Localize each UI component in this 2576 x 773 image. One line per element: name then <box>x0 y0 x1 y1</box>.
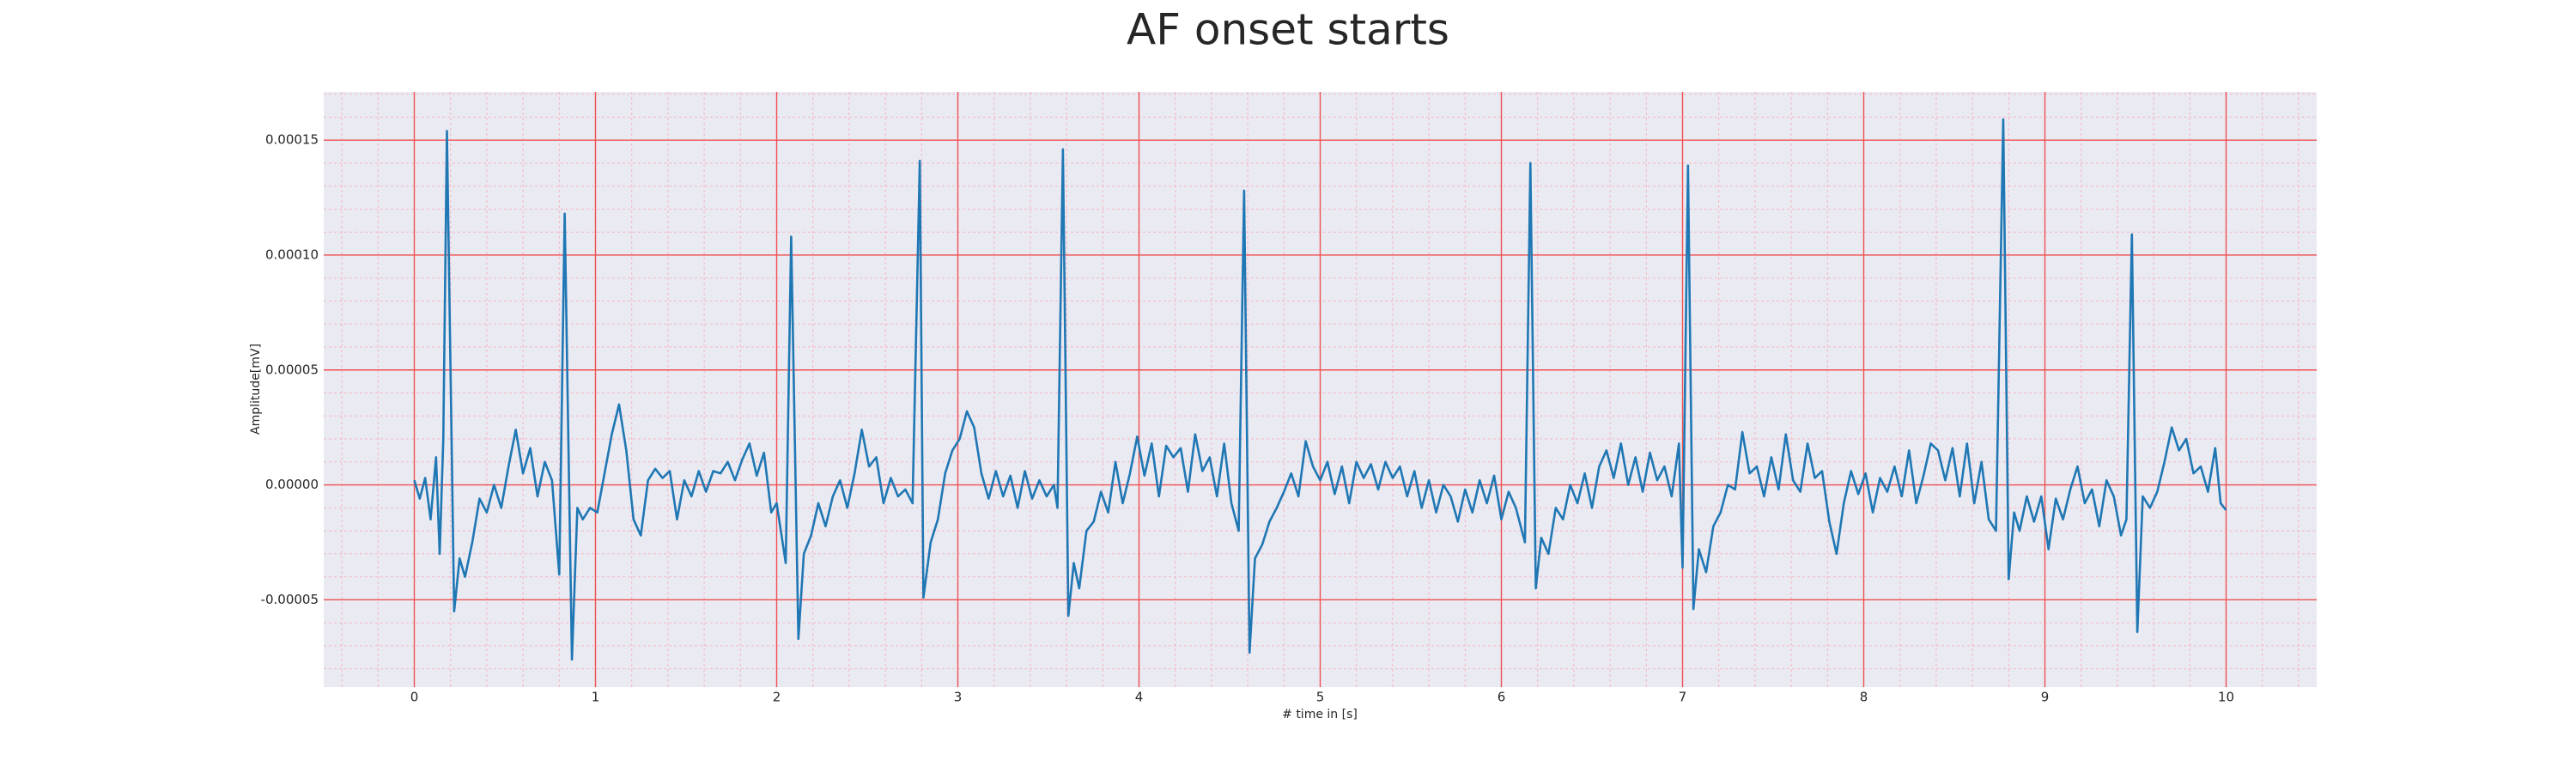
chart-title: AF onset starts <box>1127 5 1449 55</box>
x-tick-label: 7 <box>1679 690 1687 705</box>
x-tick-label: 2 <box>773 690 781 705</box>
y-tick-label: 0.00005 <box>265 362 319 377</box>
x-tick-label: 9 <box>2041 690 2050 705</box>
x-tick-label: 10 <box>2218 690 2234 705</box>
y-tick-label: 0.00010 <box>265 247 319 262</box>
x-tick-label: 3 <box>954 690 963 705</box>
y-axis-label: Amplitude[mV] <box>249 344 263 435</box>
x-tick-label: 1 <box>592 690 600 705</box>
x-axis-label: # time in [s] <box>1282 708 1358 721</box>
x-tick-label: 5 <box>1316 690 1325 705</box>
y-tick-label: -0.00005 <box>261 592 319 607</box>
x-tick-label: 8 <box>1860 690 1868 705</box>
y-tick-label: 0.00015 <box>265 132 319 148</box>
x-tick-label: 0 <box>410 690 419 705</box>
y-tick-label: 0.00000 <box>265 477 319 492</box>
signal-line <box>413 118 2227 661</box>
x-tick-label: 4 <box>1135 690 1144 705</box>
x-tick-label: 6 <box>1498 690 1506 705</box>
